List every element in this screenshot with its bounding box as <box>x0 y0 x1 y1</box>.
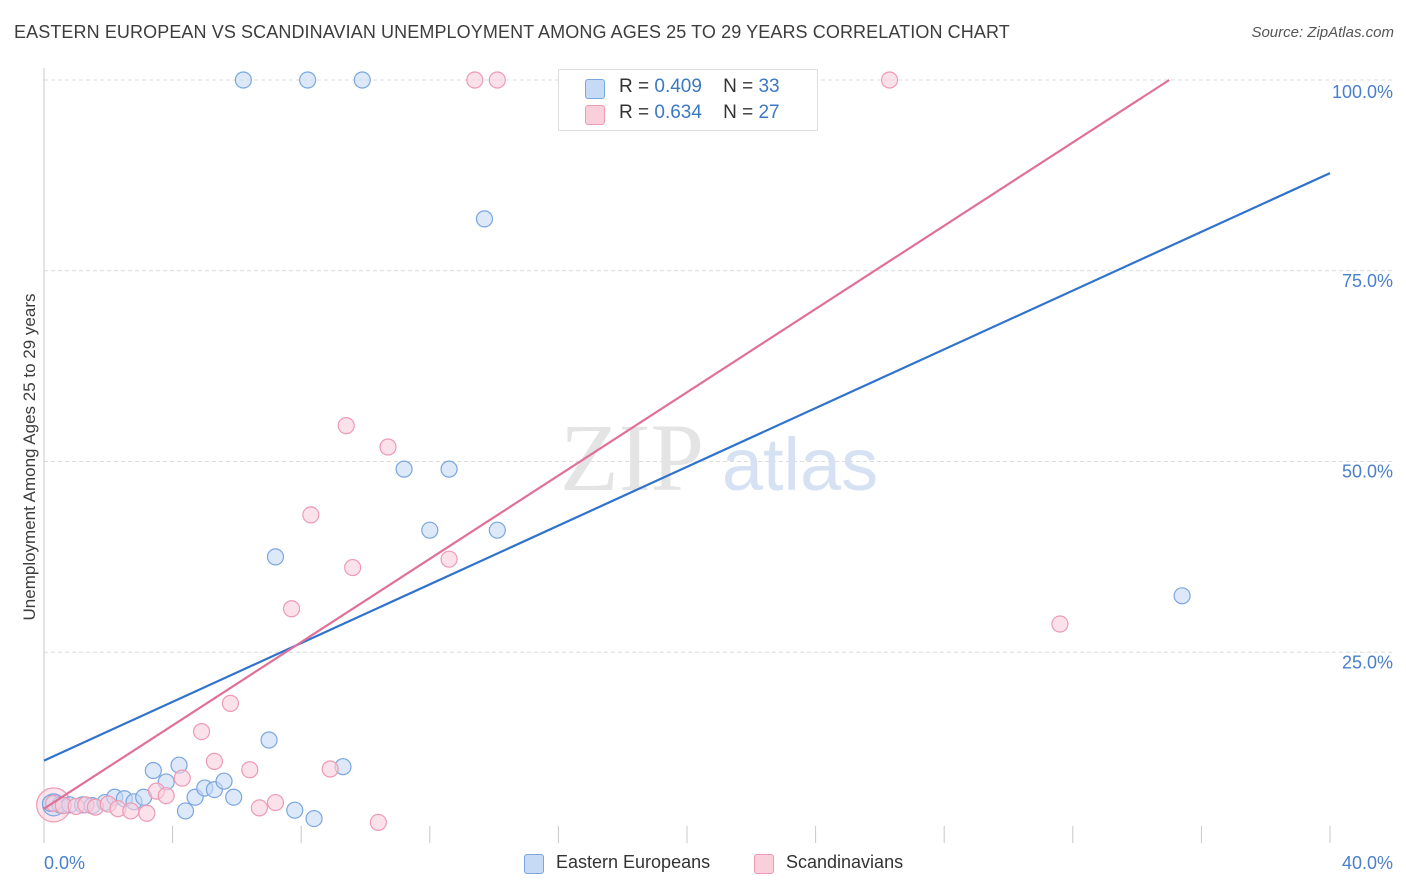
scandinavian-point <box>282 600 301 618</box>
eastern-trend-line <box>43 172 1331 762</box>
eastern-swatch <box>524 854 544 874</box>
y-tick-label: 25.0% <box>1342 652 1393 672</box>
scandinavian-point <box>344 558 362 577</box>
scandinavian-point <box>205 752 223 770</box>
eastern-point <box>286 801 304 819</box>
axis-layer <box>43 68 1331 843</box>
eastern-point <box>1173 587 1191 605</box>
eastern-swatch <box>585 79 605 99</box>
scandinavian-point <box>241 761 259 779</box>
watermark-atlas: atlas <box>722 423 878 506</box>
n-label: N = <box>723 102 754 123</box>
watermark-zip: ZIP <box>560 404 704 511</box>
scandinavian-point <box>138 804 156 822</box>
scandinavian-point <box>488 71 506 89</box>
scandinavian-point <box>173 769 191 787</box>
eastern-point <box>176 802 195 820</box>
eastern-point <box>475 210 494 228</box>
scandinavian-point <box>302 506 320 524</box>
eastern-point <box>260 731 278 749</box>
x-tick-label: 0.0% <box>44 853 85 873</box>
scandinavian-swatch <box>585 105 605 125</box>
scandinavian-point <box>221 694 240 712</box>
scandinavian-point <box>157 787 175 805</box>
eastern-point <box>299 71 317 89</box>
eastern-point <box>488 521 506 539</box>
r-label: R = <box>619 76 650 97</box>
eastern-point <box>421 521 439 539</box>
eastern-point <box>234 71 252 89</box>
chart-source: Source: ZipAtlas.com <box>1251 24 1394 41</box>
legend-label: Eastern Europeans <box>556 852 711 872</box>
scandinavian-point <box>379 438 397 456</box>
y-tick-label: 75.0% <box>1342 271 1393 291</box>
r-label: R = <box>619 102 650 123</box>
n-value: 33 <box>758 76 780 97</box>
eastern-point <box>440 460 458 478</box>
correlation-legend: R = 0.409 N = 33 R = 0.634 N = 27 <box>558 69 818 131</box>
scandinavian-swatch <box>754 854 774 874</box>
scandinavian-point <box>440 550 458 568</box>
tick-labels: 100.0% 75.0% 50.0% 25.0% 0.0% 40.0% <box>44 82 1393 873</box>
scandinavian-point <box>122 802 140 820</box>
eastern-point <box>266 548 285 566</box>
grid-layer <box>44 79 1392 653</box>
eastern-point <box>225 788 243 806</box>
scandinavian-point <box>250 799 269 817</box>
x-tick-label: 40.0% <box>1342 853 1393 873</box>
chart-title: EASTERN EUROPEAN VS SCANDINAVIAN UNEMPLO… <box>14 22 1010 42</box>
scandinavian-point <box>466 71 484 89</box>
trend-layer <box>43 79 1331 810</box>
scandinavian-point <box>266 793 285 812</box>
scandinavian-point <box>369 813 387 831</box>
watermark: ZIP atlas <box>560 404 878 511</box>
eastern-point <box>305 809 323 828</box>
r-value: 0.409 <box>654 76 702 97</box>
eastern-point <box>215 772 233 790</box>
scandinavian-point <box>192 723 211 741</box>
scandinavian-point <box>1051 615 1069 633</box>
series-legend: Eastern Europeans Scandinavians <box>0 852 1406 878</box>
y-tick-label: 50.0% <box>1342 462 1393 482</box>
scandinavian-point <box>880 71 899 89</box>
y-tick-label: 100.0% <box>1332 82 1393 102</box>
scandinavian-point <box>321 760 339 778</box>
points-layer <box>36 71 1191 831</box>
n-label: N = <box>723 76 754 97</box>
scandinavian-trend-line <box>43 79 1170 810</box>
eastern-point <box>353 71 371 89</box>
eastern-point <box>395 460 413 478</box>
n-value: 27 <box>758 102 780 123</box>
scandinavian-point <box>337 417 355 435</box>
eastern-point <box>144 761 162 780</box>
r-value: 0.634 <box>654 102 702 123</box>
legend-label: Scandinavians <box>786 852 904 872</box>
